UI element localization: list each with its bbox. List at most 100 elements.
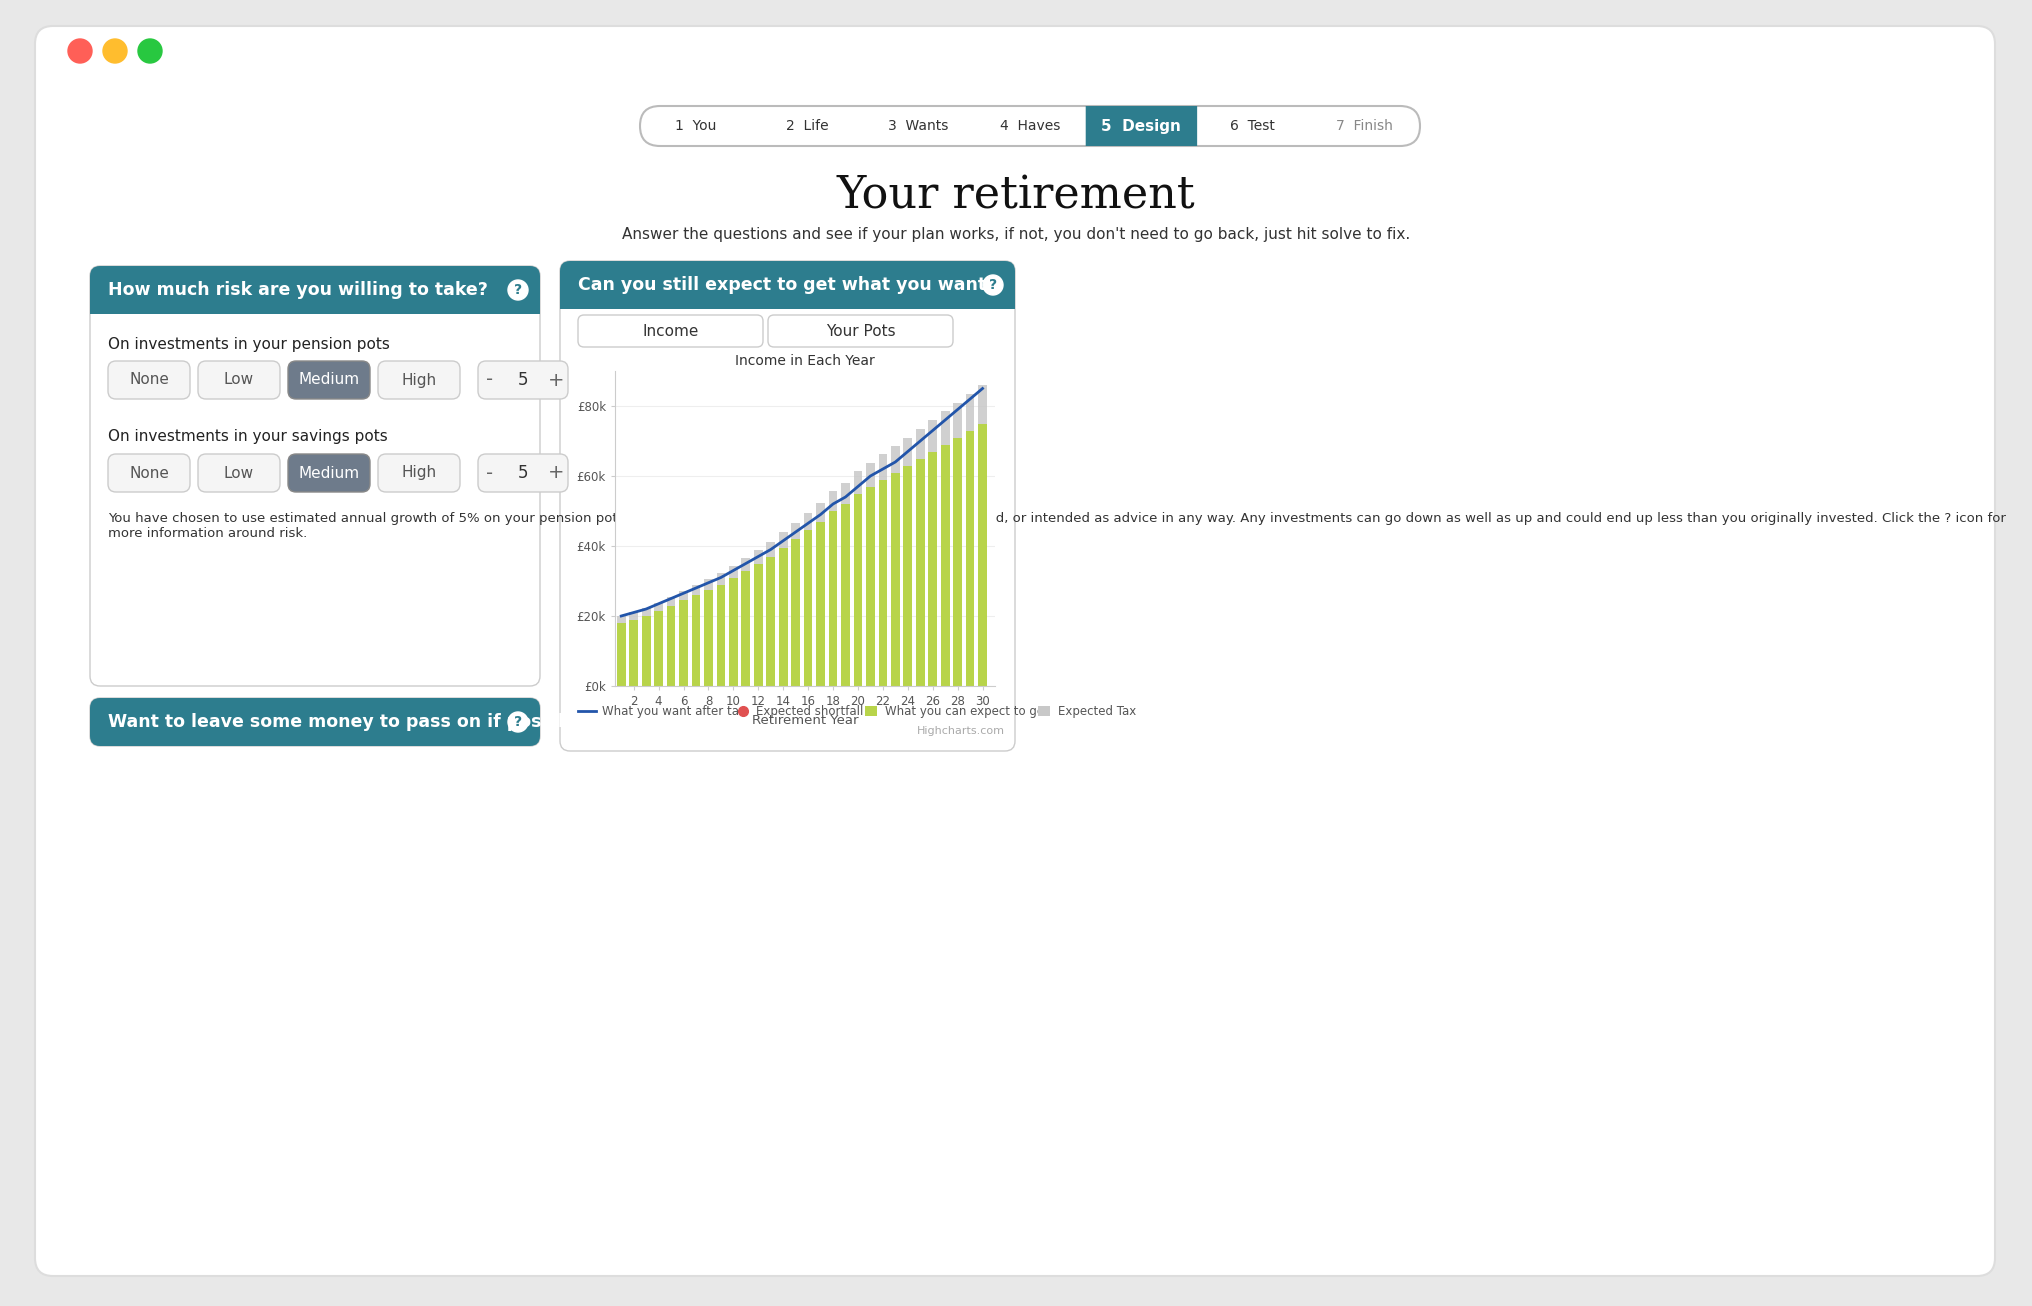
Text: 4  Haves: 4 Haves [1000, 119, 1059, 133]
Bar [829, 511, 837, 686]
Text: None: None [128, 372, 169, 388]
Bar [691, 596, 699, 686]
What you want after tax [622, 605, 646, 620]
Bar [878, 479, 886, 686]
Text: On investments in your savings pots: On investments in your savings pots [108, 430, 388, 444]
FancyBboxPatch shape [768, 315, 953, 347]
Text: High: High [400, 372, 437, 388]
What you want after tax [634, 601, 658, 616]
Bar [866, 487, 874, 686]
Bar [754, 550, 762, 563]
Line: What you want after tax: What you want after tax [622, 388, 981, 616]
Bar [642, 609, 650, 616]
FancyBboxPatch shape [289, 454, 370, 492]
FancyBboxPatch shape [1085, 106, 1197, 146]
Text: Low: Low [224, 372, 254, 388]
Text: ?: ? [988, 278, 996, 293]
What you want after tax [833, 490, 858, 505]
Text: None: None [128, 465, 169, 481]
Bar [642, 616, 650, 686]
Bar [666, 597, 675, 606]
Bar [89, 290, 541, 313]
Text: Highcharts.com: Highcharts.com [916, 726, 1004, 737]
Bar [815, 503, 825, 521]
What you want after tax [709, 569, 734, 585]
Text: How much risk are you willing to take?: How much risk are you willing to take? [108, 281, 488, 299]
FancyBboxPatch shape [577, 315, 762, 347]
Bar [616, 623, 626, 686]
Bar [729, 577, 738, 686]
FancyBboxPatch shape [108, 360, 189, 400]
Text: -: - [486, 371, 494, 389]
FancyBboxPatch shape [378, 454, 459, 492]
Bar [866, 462, 874, 487]
Bar [654, 602, 662, 611]
Text: Low: Low [224, 465, 254, 481]
What you want after tax [695, 575, 719, 590]
Bar [902, 465, 912, 686]
What you want after tax [646, 596, 671, 611]
Text: +: + [547, 371, 565, 389]
What you want after tax [957, 392, 981, 407]
Bar [742, 571, 750, 686]
FancyBboxPatch shape [640, 106, 1418, 146]
Text: What you want after tax: What you want after tax [601, 704, 746, 717]
Bar [815, 521, 825, 686]
What you want after tax [746, 549, 770, 564]
What you want after tax [969, 380, 994, 396]
Bar [916, 428, 925, 458]
Bar [941, 444, 949, 686]
FancyBboxPatch shape [559, 261, 1014, 310]
Text: ?: ? [514, 283, 522, 296]
Bar [977, 385, 986, 423]
Bar [679, 601, 687, 686]
Bar [841, 483, 849, 504]
Text: 7  Finish: 7 Finish [1335, 119, 1392, 133]
Bar [679, 592, 687, 601]
What you want after tax [896, 444, 920, 460]
Text: Expected shortfall: Expected shortfall [756, 704, 864, 717]
What you want after tax [870, 461, 894, 477]
What you want after tax [845, 479, 870, 495]
Circle shape [138, 39, 163, 63]
Bar [829, 491, 837, 511]
Bar [890, 473, 900, 686]
Title: Income in Each Year: Income in Each Year [736, 354, 874, 368]
Bar [929, 421, 937, 452]
FancyBboxPatch shape [478, 360, 567, 400]
Bar [778, 533, 786, 547]
Bar [916, 458, 925, 686]
FancyBboxPatch shape [89, 266, 541, 313]
Bar [766, 542, 774, 556]
Text: Medium: Medium [299, 372, 360, 388]
Circle shape [508, 279, 528, 300]
Text: 5: 5 [518, 464, 528, 482]
Text: Your retirement: Your retirement [837, 175, 1195, 218]
FancyBboxPatch shape [89, 266, 541, 686]
Bar [559, 285, 1014, 310]
Text: Income: Income [642, 324, 699, 338]
What you want after tax [795, 516, 819, 532]
What you want after tax [821, 496, 845, 512]
Bar [666, 606, 675, 686]
Bar [803, 530, 813, 686]
Text: +: + [547, 464, 565, 482]
FancyBboxPatch shape [289, 360, 370, 400]
Bar [790, 539, 801, 686]
Bar [941, 411, 949, 444]
FancyBboxPatch shape [108, 454, 189, 492]
Bar [890, 445, 900, 473]
Circle shape [104, 39, 126, 63]
Text: 6  Test: 6 Test [1229, 119, 1274, 133]
What you want after tax [945, 402, 969, 418]
Text: Medium: Medium [299, 465, 360, 481]
Text: 3  Wants: 3 Wants [888, 119, 949, 133]
What you want after tax [658, 590, 683, 606]
Bar [878, 454, 886, 479]
Bar [866, 707, 878, 716]
Bar [965, 393, 973, 431]
What you want after tax [734, 555, 758, 571]
FancyBboxPatch shape [89, 697, 541, 746]
What you want after tax [882, 454, 906, 470]
Bar [853, 494, 862, 686]
